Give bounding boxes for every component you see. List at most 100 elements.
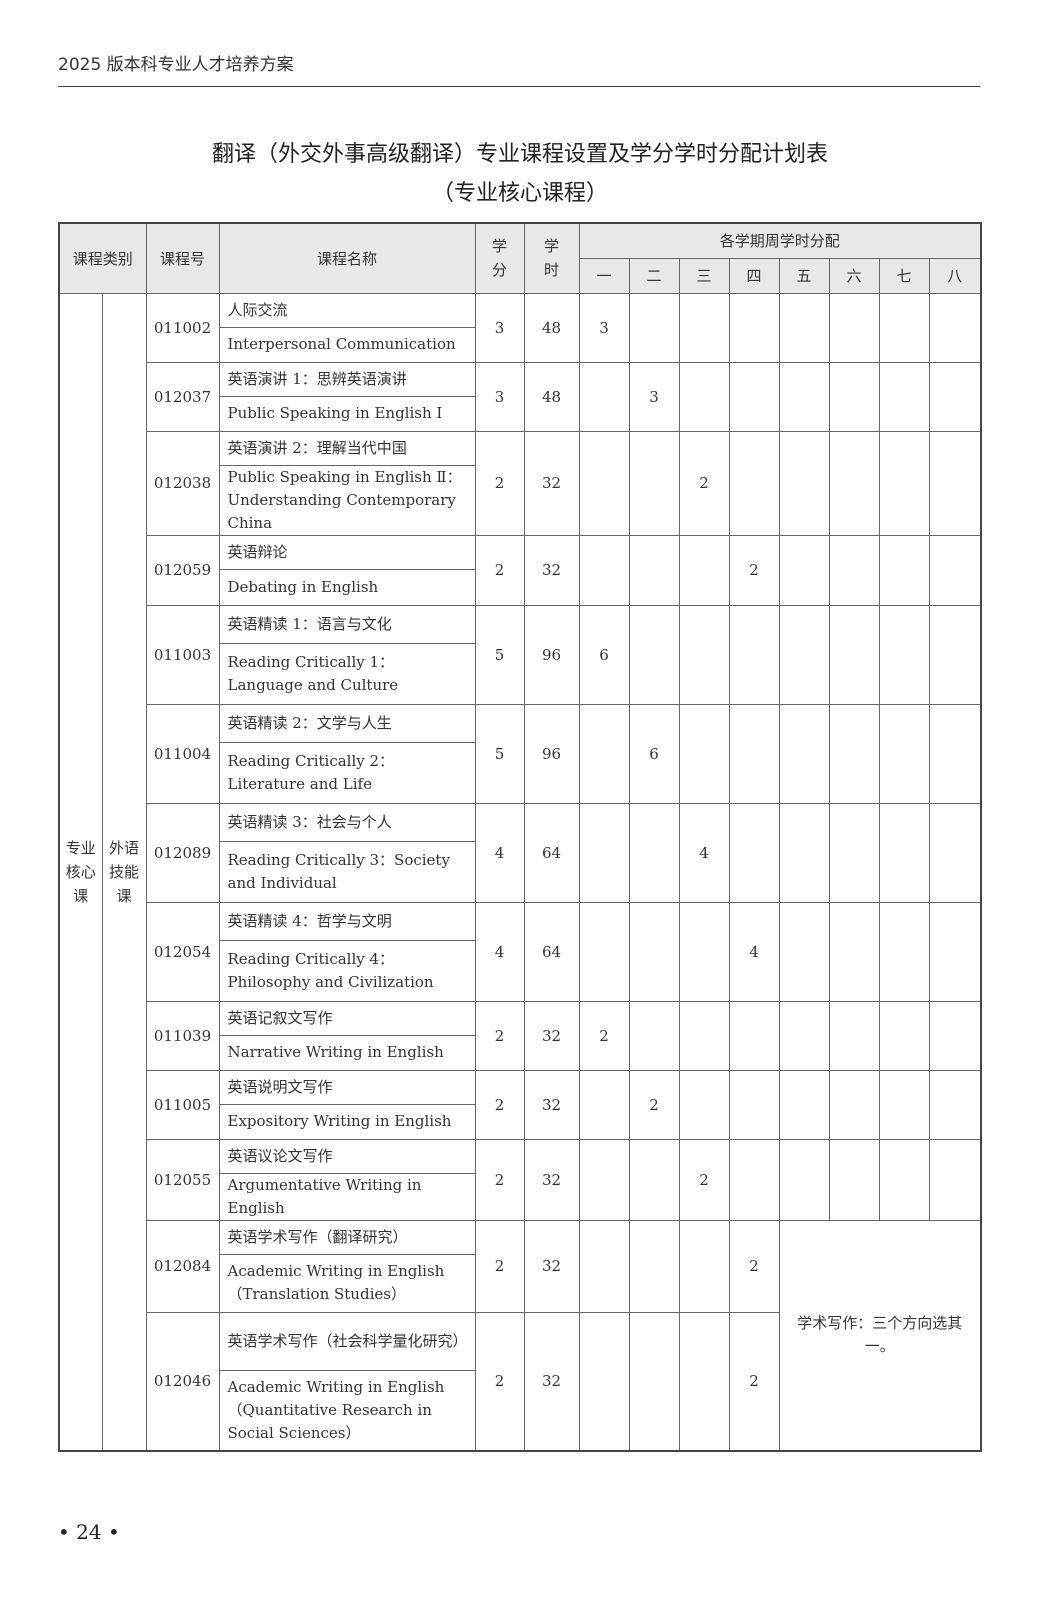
course-hours: 48 [523, 361, 580, 432]
semester-hours [628, 534, 680, 606]
course-hours: 32 [523, 534, 580, 606]
semester-hours: 6 [578, 604, 630, 705]
semester-hours [778, 703, 830, 804]
semester-hours [578, 901, 630, 1002]
course-code: 012059 [145, 534, 220, 606]
semester-hours [628, 430, 680, 536]
course-hours: 32 [523, 430, 580, 536]
semester-hours [878, 703, 930, 804]
course-name-cn: 英语演讲 1：思辨英语演讲 [218, 361, 476, 397]
semester-hours [828, 604, 880, 705]
table-row: 012089 英语精读 3：社会与个人 4 64 4 [59, 802, 982, 903]
course-credits: 2 [474, 1000, 525, 1071]
semester-hours [678, 361, 730, 432]
course-credits: 2 [474, 1069, 525, 1140]
semester-hours [678, 1000, 730, 1071]
semester-hours [828, 430, 880, 536]
semester-hours: 2 [728, 534, 780, 606]
course-credits: 2 [474, 1311, 525, 1452]
semester-hours [878, 604, 930, 705]
course-name-cn: 英语精读 2：文学与人生 [218, 703, 476, 743]
header-semester: 六 [828, 257, 880, 294]
course-name-en: Debating in English [218, 568, 476, 606]
semester-hours [828, 1000, 880, 1071]
semester-hours [828, 292, 880, 363]
course-code: 011004 [145, 703, 220, 804]
course-credits: 3 [474, 292, 525, 363]
course-name-cn: 英语精读 1：语言与文化 [218, 604, 476, 644]
table-row: Academic Writing in English（Translation … [59, 1253, 981, 1313]
course-hours: 48 [523, 292, 580, 363]
header-hours: 学 时 [523, 222, 580, 294]
semester-hours [578, 534, 630, 606]
course-name-cn: 人际交流 [218, 292, 476, 328]
header-semester: 七 [878, 257, 930, 294]
course-name-cn: 英语议论文写作 [218, 1138, 476, 1174]
course-name-en: Reading Critically 4：Philosophy and Civi… [218, 939, 476, 1002]
semester-hours [628, 1138, 680, 1221]
semester-hours [678, 292, 730, 363]
semester-hours [728, 1000, 780, 1071]
course-credits: 2 [474, 534, 525, 606]
semester-hours: 2 [628, 1069, 680, 1140]
course-code: 012055 [145, 1138, 220, 1221]
semester-hours [928, 901, 982, 1002]
course-credits: 5 [474, 604, 525, 705]
semester-hours [578, 802, 630, 903]
semester-hours: 2 [678, 430, 730, 536]
course-code: 012037 [145, 361, 220, 432]
header-semester: 三 [678, 257, 730, 294]
category-main: 专业核心课 [58, 292, 103, 1452]
course-code: 012046 [145, 1311, 220, 1452]
semester-hours [828, 901, 880, 1002]
semester-hours [728, 1138, 780, 1221]
semester-hours [928, 361, 982, 432]
semester-hours [928, 1138, 982, 1221]
course-credits: 3 [474, 361, 525, 432]
table-row: 012038 英语演讲 2：理解当代中国 2 32 2 [59, 430, 982, 536]
course-credits: 4 [474, 901, 525, 1002]
semester-hours [578, 703, 630, 804]
semester-hours [678, 534, 730, 606]
semester-hours [878, 901, 930, 1002]
table-row: 011039 英语记叙文写作 2 32 2 [59, 1000, 982, 1071]
table-row: Public Speaking in English Ⅰ [59, 395, 981, 432]
course-name-cn: 英语精读 4：哲学与文明 [218, 901, 476, 941]
header-rule [58, 86, 980, 87]
table-row: Debating in English [59, 568, 981, 606]
course-name-en: Public Speaking in English Ⅰ [218, 395, 476, 432]
course-name-cn: 英语精读 3：社会与个人 [218, 802, 476, 842]
semester-hours [928, 703, 982, 804]
course-hours: 32 [523, 1069, 580, 1140]
table-row: 011004 英语精读 2：文学与人生 5 96 6 [59, 703, 982, 804]
semester-hours [728, 1069, 780, 1140]
table-subtitle: （专业核心课程） [431, 181, 608, 206]
course-name-en: Public Speaking in English Ⅱ：Understandi… [218, 464, 476, 536]
semester-hours [778, 1069, 830, 1140]
course-hours: 32 [523, 1000, 580, 1071]
semester-hours [878, 1138, 930, 1221]
table-row: Narrative Writing in English [59, 1034, 981, 1071]
semester-hours [928, 1000, 982, 1071]
semester-hours [628, 1219, 680, 1313]
semester-hours: 3 [578, 292, 630, 363]
semester-hours [828, 361, 880, 432]
semester-hours [578, 1219, 630, 1313]
table-row: 012046 英语学术写作（社会科学量化研究） 2 32 2 [59, 1311, 981, 1452]
table-row: 012054 英语精读 4：哲学与文明 4 64 4 [59, 901, 982, 1002]
semester-hours [878, 361, 930, 432]
semester-hours [778, 292, 830, 363]
semester-hours [678, 604, 730, 705]
semester-hours [778, 534, 830, 606]
header-semester: 四 [728, 257, 780, 294]
table-row: 专业核心课 外语技能课 011002 人际交流 3 48 3 [58, 292, 982, 1452]
semester-hours [928, 430, 982, 536]
semester-hours: 2 [728, 1219, 780, 1313]
semester-hours [828, 802, 880, 903]
semester-hours [878, 430, 930, 536]
course-name-en: Reading Critically 1：Language and Cultur… [218, 642, 476, 705]
semester-hours: 2 [578, 1000, 630, 1071]
course-name-en: Narrative Writing in English [218, 1034, 476, 1071]
table-row: 011005 英语说明文写作 2 32 2 [59, 1069, 982, 1140]
